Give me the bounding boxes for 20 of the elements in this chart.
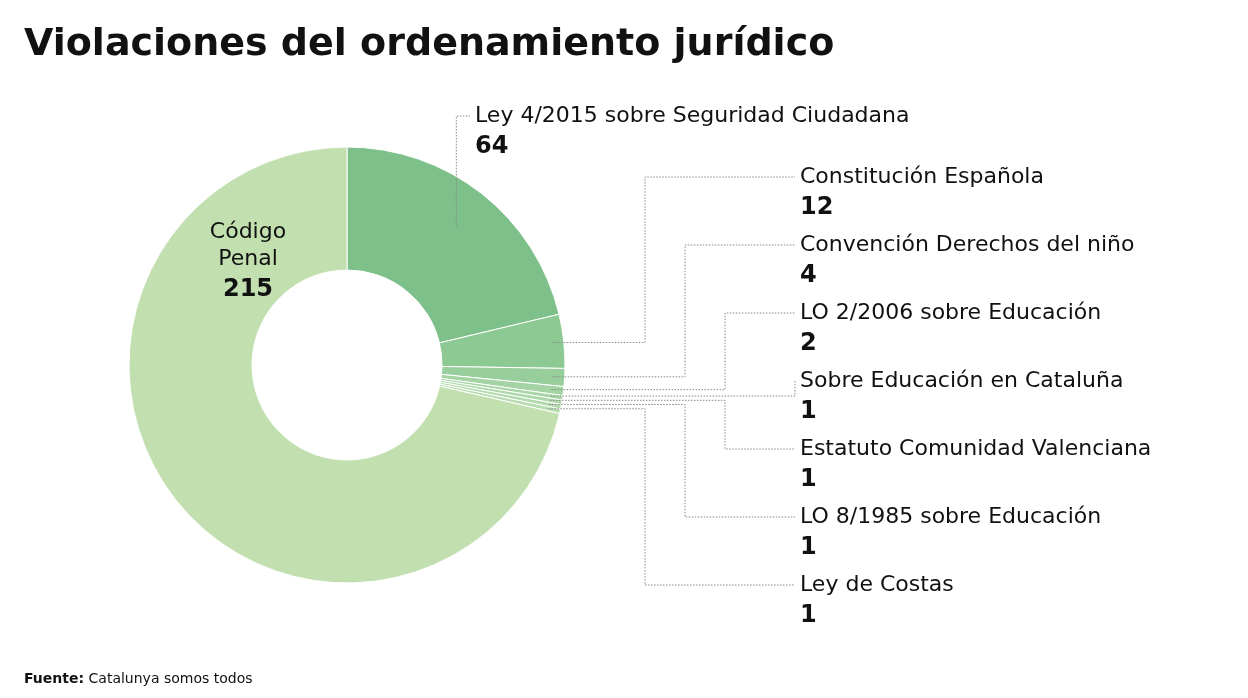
source-note: Fuente: Catalunya somos todos bbox=[24, 670, 253, 686]
data-label: 1 bbox=[800, 464, 817, 492]
chart-title: Violaciones del ordenamiento jurídico bbox=[24, 20, 835, 64]
data-label: 1 bbox=[800, 600, 817, 628]
slice-label: Sobre Educación en Cataluña bbox=[800, 367, 1124, 392]
slice-label: LO 8/1985 sobre Educación bbox=[800, 503, 1102, 528]
slice-label: LO 2/2006 sobre Educación bbox=[800, 299, 1102, 324]
data-label: 1 bbox=[800, 396, 817, 424]
data-label: 215 bbox=[222, 274, 274, 302]
data-label: 2 bbox=[800, 328, 817, 356]
slice-label: Ley 4/2015 sobre Seguridad Ciudadana bbox=[475, 102, 910, 127]
data-label: 12 bbox=[800, 192, 834, 220]
data-label: 64 bbox=[475, 131, 509, 159]
slice-label: Ley de Costas bbox=[800, 571, 954, 596]
slice-label: Código Penal bbox=[209, 218, 287, 270]
data-label: 1 bbox=[800, 532, 817, 560]
slice-label: Estatuto Comunidad Valenciana bbox=[800, 435, 1152, 460]
data-label: 4 bbox=[800, 260, 817, 288]
slice-label: Constitución Española bbox=[800, 163, 1044, 188]
slice-label: Convención Derechos del niño bbox=[800, 231, 1135, 256]
